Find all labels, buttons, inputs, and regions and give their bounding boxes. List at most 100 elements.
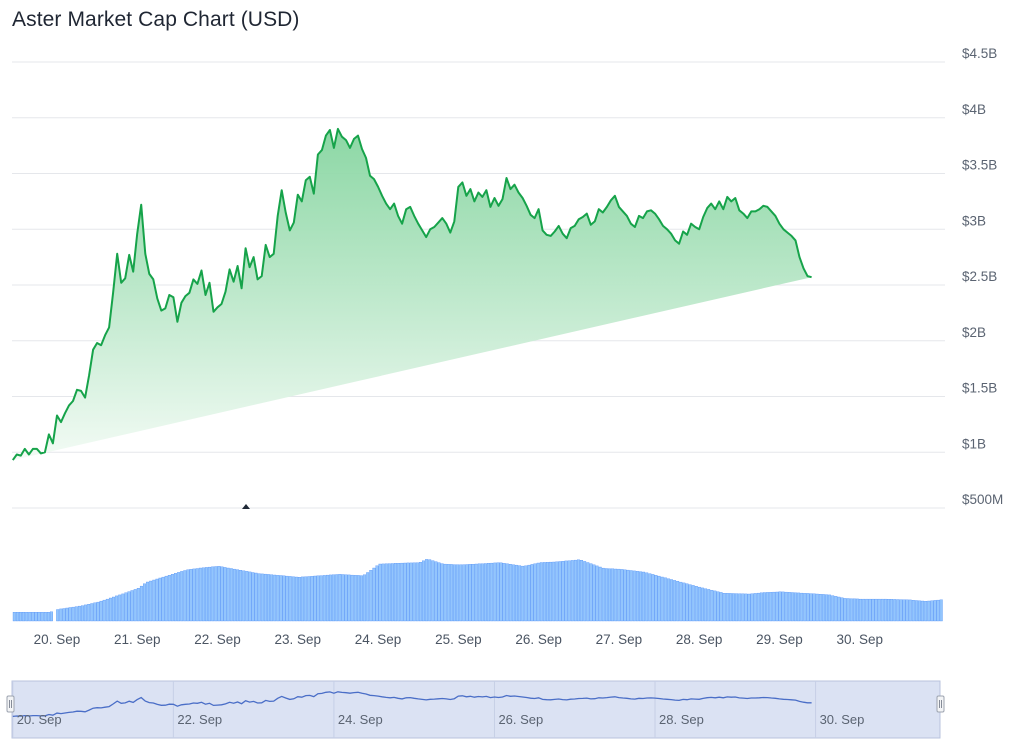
volume-bar <box>412 562 416 622</box>
volume-bar <box>930 600 934 622</box>
volume-bar <box>874 598 878 622</box>
volume-bar <box>732 593 735 622</box>
volume-bar <box>465 564 469 622</box>
volume-bar <box>747 593 751 622</box>
volume-bar <box>77 605 81 622</box>
volume-bar <box>267 574 270 622</box>
volume-bar <box>214 566 218 622</box>
volume-bar <box>508 564 512 622</box>
volume-bar <box>28 612 32 622</box>
navigator-handle-left[interactable] <box>6 695 15 713</box>
volume-bar <box>155 578 159 622</box>
y-tick-label: $500M <box>962 492 1003 507</box>
volume-bar <box>499 562 503 622</box>
volume-bar <box>217 566 221 622</box>
volume-bar <box>174 573 177 622</box>
volume-bar <box>654 575 658 622</box>
navigator-label: 22. Sep <box>177 712 222 727</box>
volume-bar <box>893 599 897 622</box>
volume-bar <box>276 575 280 622</box>
volume-bar <box>840 597 844 622</box>
market-cap-area <box>12 128 812 461</box>
volume-bar <box>288 576 292 622</box>
volume-bar <box>474 563 478 622</box>
volume-bar <box>381 563 385 622</box>
volume-bar <box>384 563 388 622</box>
volume-bar <box>236 569 239 622</box>
volume-bar <box>62 608 66 622</box>
volume-bar <box>781 591 785 622</box>
volume-bar <box>859 598 863 622</box>
volume-bar <box>22 612 26 622</box>
volume-bar <box>623 569 627 622</box>
volume-bar <box>719 592 723 622</box>
volume-bar <box>688 584 692 622</box>
volume-bar <box>304 576 308 622</box>
volume-bar <box>356 575 360 622</box>
volume-bar <box>366 572 370 622</box>
marker-triangle-icon <box>242 504 250 509</box>
volume-bar <box>663 577 667 622</box>
volume-bar <box>865 598 869 622</box>
volume-bar <box>319 575 323 622</box>
volume-bar <box>353 575 357 622</box>
volume-bar <box>856 598 859 622</box>
volume-bar <box>124 592 128 622</box>
volume-bar <box>651 574 655 622</box>
volume-bar <box>939 599 943 622</box>
volume-bar <box>880 598 884 622</box>
volume-bar <box>443 563 447 622</box>
volume-bar <box>220 566 224 622</box>
volume-bar <box>679 581 683 622</box>
volume-bar <box>552 561 556 622</box>
volume-bar <box>363 574 367 622</box>
volume-bar <box>301 576 305 622</box>
volume-bar <box>251 572 255 622</box>
y-tick-label: $4.5B <box>962 46 997 61</box>
volume-bar <box>81 605 84 622</box>
navigator-label: 24. Sep <box>338 712 383 727</box>
volume-bar <box>161 576 165 622</box>
chart-title: Aster Market Cap Chart (USD) <box>12 8 300 31</box>
volume-bar <box>828 594 832 622</box>
volume-bar <box>803 593 807 622</box>
volume-bar <box>626 569 630 622</box>
volume-bar <box>843 598 847 622</box>
volume-bar <box>378 563 382 622</box>
volume-bar <box>604 568 608 622</box>
volume-bar <box>567 560 571 622</box>
volume-bar <box>862 598 866 622</box>
x-tick-label: 24. Sep <box>355 632 402 647</box>
volume-bar <box>186 569 190 622</box>
volume-bar <box>205 567 208 622</box>
volume-bar <box>375 565 379 622</box>
volume-bar <box>431 560 435 622</box>
volume-bar <box>440 563 444 622</box>
volume-bar <box>660 576 664 622</box>
volume-bar <box>738 593 742 622</box>
volume-bar <box>694 586 698 622</box>
volume-bar <box>815 593 819 622</box>
volume-bar <box>108 597 112 622</box>
volume-bar <box>564 560 568 622</box>
volume-bar <box>341 574 345 622</box>
x-tick-label: 27. Sep <box>596 632 643 647</box>
volume-bar <box>477 563 481 622</box>
volume-bar <box>397 563 401 622</box>
volume-bar <box>586 562 590 622</box>
navigator-handle-right[interactable] <box>936 695 945 713</box>
volume-bar <box>400 562 404 622</box>
volume-bar <box>778 591 782 622</box>
volume-bar <box>344 574 348 622</box>
volume-bar <box>118 594 122 622</box>
volume-bar <box>409 562 413 622</box>
volume-bar <box>484 563 487 622</box>
volume-bar <box>68 607 72 622</box>
volume-bar <box>533 563 537 622</box>
volume-bar <box>19 612 22 622</box>
volume-bar <box>350 574 354 622</box>
navigator-label: 28. Sep <box>659 712 704 727</box>
volume-bar <box>425 559 429 622</box>
volume-bar <box>608 568 611 622</box>
